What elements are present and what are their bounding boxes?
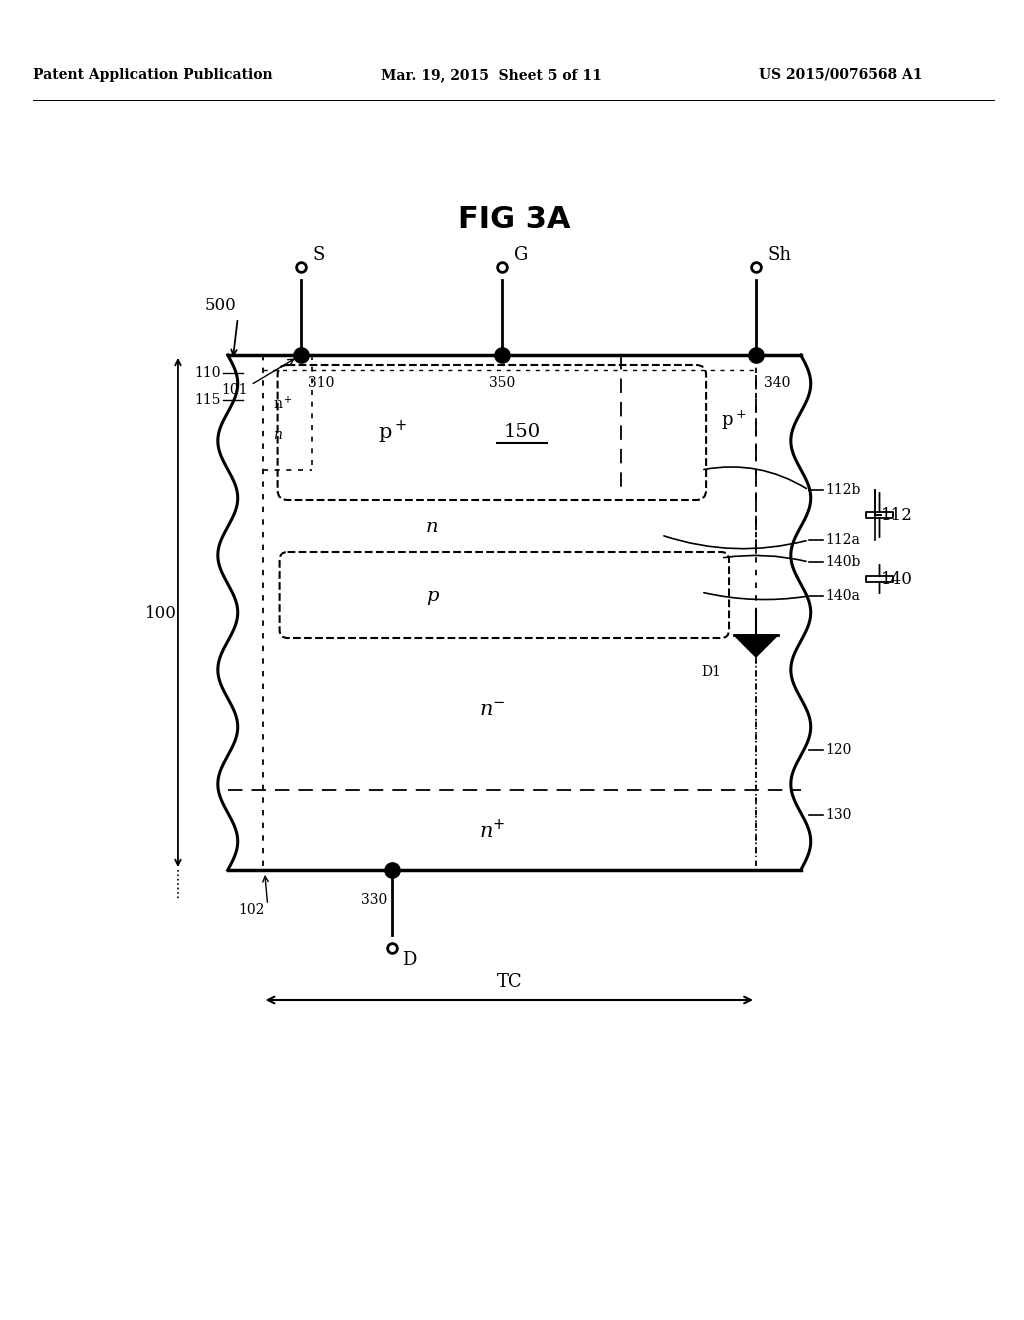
Text: 130: 130	[825, 808, 852, 822]
Text: 150: 150	[503, 422, 541, 441]
Text: 112a: 112a	[825, 533, 860, 546]
Text: Sh: Sh	[768, 246, 792, 264]
Text: 330: 330	[361, 894, 387, 907]
Text: 110: 110	[195, 366, 221, 380]
Text: US 2015/0076568 A1: US 2015/0076568 A1	[759, 69, 923, 82]
Text: p$^+$: p$^+$	[378, 418, 407, 446]
Text: 115: 115	[195, 393, 221, 407]
Text: D: D	[402, 950, 417, 969]
Text: Patent Application Publication: Patent Application Publication	[33, 69, 272, 82]
Text: n: n	[426, 517, 438, 536]
Text: 500: 500	[205, 297, 237, 314]
Text: 102: 102	[239, 903, 264, 917]
Text: G: G	[514, 246, 528, 264]
Polygon shape	[734, 635, 778, 657]
Text: n: n	[272, 428, 282, 442]
Text: D1: D1	[701, 665, 721, 678]
Text: 310: 310	[308, 376, 335, 389]
Text: n$^+$: n$^+$	[272, 396, 293, 413]
Text: 140b: 140b	[825, 554, 861, 569]
Text: 112: 112	[881, 507, 912, 524]
Text: FIG 3A: FIG 3A	[458, 206, 570, 235]
Text: n$^{-}$: n$^{-}$	[478, 701, 505, 719]
Text: 140: 140	[881, 570, 912, 587]
Text: p$^+$: p$^+$	[721, 408, 746, 432]
Text: S: S	[312, 246, 325, 264]
Text: TC: TC	[497, 973, 522, 991]
Text: Mar. 19, 2015  Sheet 5 of 11: Mar. 19, 2015 Sheet 5 of 11	[381, 69, 602, 82]
Text: 140a: 140a	[825, 589, 860, 603]
Text: p: p	[426, 587, 438, 605]
Text: 101: 101	[221, 383, 248, 397]
Text: n$^{+}$: n$^{+}$	[478, 818, 505, 842]
Text: 350: 350	[488, 376, 515, 389]
Text: 112b: 112b	[825, 483, 861, 498]
Text: 120: 120	[825, 743, 852, 756]
Text: 340: 340	[764, 376, 791, 389]
Text: 100: 100	[145, 605, 177, 622]
